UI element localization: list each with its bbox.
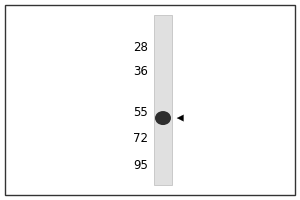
Bar [154,15,172,185]
Text: 72: 72 [133,132,148,145]
Text: 95: 95 [133,159,148,172]
Text: 28: 28 [133,41,148,54]
Ellipse shape [155,111,171,125]
Text: 36: 36 [133,65,148,78]
Text: 55: 55 [133,106,148,119]
